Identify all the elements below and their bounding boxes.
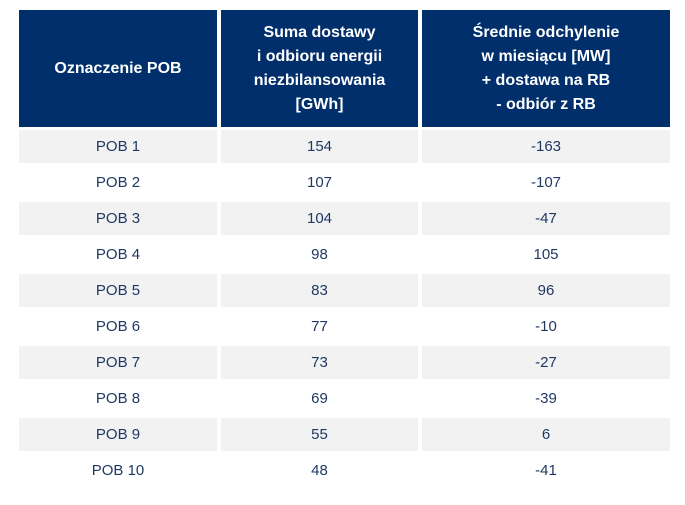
column-header-oznaczenie-pob: Oznaczenie POB bbox=[19, 10, 217, 127]
cell-sum-gwh: 55 bbox=[221, 418, 418, 451]
cell-sum-gwh: 77 bbox=[221, 310, 418, 343]
cell-avg-mw: 6 bbox=[422, 418, 670, 451]
cell-pob-name: POB 8 bbox=[19, 382, 217, 415]
cell-sum-gwh: 69 bbox=[221, 382, 418, 415]
cell-pob-name: POB 3 bbox=[19, 202, 217, 235]
cell-avg-mw: -39 bbox=[422, 382, 670, 415]
cell-pob-name: POB 2 bbox=[19, 166, 217, 199]
pob-table: Oznaczenie POB Suma dostawy i odbioru en… bbox=[19, 10, 670, 487]
cell-pob-name: POB 6 bbox=[19, 310, 217, 343]
cell-pob-name: POB 10 bbox=[19, 454, 217, 487]
cell-sum-gwh: 48 bbox=[221, 454, 418, 487]
cell-pob-name: POB 1 bbox=[19, 130, 217, 163]
cell-avg-mw: -47 bbox=[422, 202, 670, 235]
cell-sum-gwh: 154 bbox=[221, 130, 418, 163]
cell-pob-name: POB 9 bbox=[19, 418, 217, 451]
cell-avg-mw: 96 bbox=[422, 274, 670, 307]
cell-sum-gwh: 83 bbox=[221, 274, 418, 307]
cell-sum-gwh: 107 bbox=[221, 166, 418, 199]
pob-table-grid: Oznaczenie POB Suma dostawy i odbioru en… bbox=[19, 10, 670, 487]
cell-avg-mw: -10 bbox=[422, 310, 670, 343]
cell-sum-gwh: 104 bbox=[221, 202, 418, 235]
cell-avg-mw: -163 bbox=[422, 130, 670, 163]
cell-avg-mw: -107 bbox=[422, 166, 670, 199]
cell-pob-name: POB 5 bbox=[19, 274, 217, 307]
cell-pob-name: POB 7 bbox=[19, 346, 217, 379]
column-header-suma-dostawy-gwh: Suma dostawy i odbioru energii niezbilan… bbox=[221, 10, 418, 127]
cell-sum-gwh: 73 bbox=[221, 346, 418, 379]
cell-avg-mw: -41 bbox=[422, 454, 670, 487]
cell-avg-mw: 105 bbox=[422, 238, 670, 271]
cell-sum-gwh: 98 bbox=[221, 238, 418, 271]
cell-pob-name: POB 4 bbox=[19, 238, 217, 271]
column-header-srednie-odchylenie-mw: Średnie odchylenie w miesiącu [MW] + dos… bbox=[422, 10, 670, 127]
cell-avg-mw: -27 bbox=[422, 346, 670, 379]
